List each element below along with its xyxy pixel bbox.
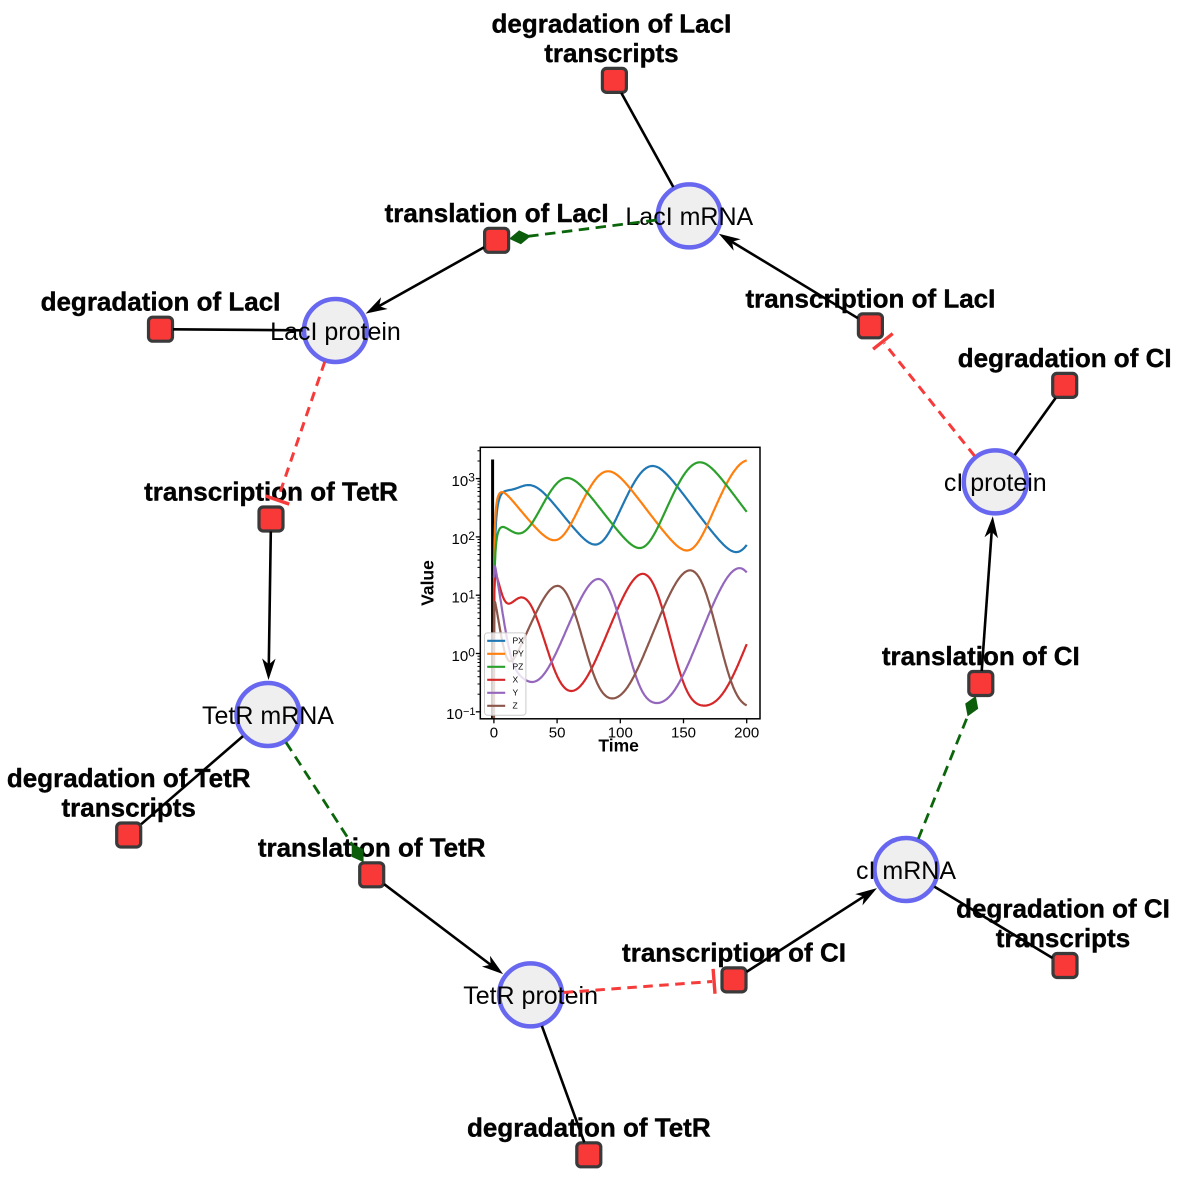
svg-text:Time: Time — [598, 736, 639, 756]
svg-text:X: X — [513, 675, 519, 685]
svg-text:translation of LacI: translation of LacI — [385, 198, 609, 228]
svg-text:degradation of LacI: degradation of LacI — [41, 287, 281, 317]
svg-text:degradation of CI: degradation of CI — [956, 894, 1170, 924]
svg-text:degradation of TetR: degradation of TetR — [7, 763, 251, 793]
svg-text:LacI mRNA: LacI mRNA — [625, 203, 753, 231]
svg-text:degradation of TetR: degradation of TetR — [467, 1112, 711, 1142]
svg-text:cI mRNA: cI mRNA — [856, 857, 956, 885]
svg-text:10: 10 — [452, 648, 469, 665]
svg-text:transcription of CI: transcription of CI — [622, 937, 846, 967]
svg-text:150: 150 — [671, 725, 696, 742]
svg-text:0: 0 — [468, 646, 475, 660]
svg-text:200: 200 — [734, 725, 759, 742]
svg-text:PY: PY — [513, 649, 525, 659]
svg-text:TetR mRNA: TetR mRNA — [202, 702, 334, 730]
svg-text:Y: Y — [513, 688, 519, 698]
svg-text:0: 0 — [490, 725, 498, 742]
svg-text:cI protein: cI protein — [944, 469, 1047, 497]
svg-text:1: 1 — [468, 587, 475, 601]
svg-text:2: 2 — [468, 529, 475, 543]
svg-text:PZ: PZ — [513, 662, 524, 672]
svg-text:−1: −1 — [463, 706, 476, 718]
svg-text:transcripts: transcripts — [996, 923, 1130, 953]
svg-text:PX: PX — [513, 636, 525, 646]
svg-text:transcription of TetR: transcription of TetR — [144, 477, 398, 507]
svg-text:translation of TetR: translation of TetR — [258, 832, 486, 862]
svg-text:degradation of CI: degradation of CI — [958, 343, 1172, 373]
svg-text:10: 10 — [452, 473, 469, 490]
svg-text:3: 3 — [468, 471, 475, 485]
svg-text:Value: Value — [418, 560, 438, 606]
svg-text:Z: Z — [513, 701, 518, 711]
svg-text:transcripts: transcripts — [544, 38, 678, 68]
svg-text:10: 10 — [452, 590, 469, 607]
svg-text:degradation of LacI: degradation of LacI — [491, 8, 731, 38]
svg-text:10: 10 — [452, 531, 469, 548]
svg-text:transcripts: transcripts — [62, 793, 196, 823]
svg-text:50: 50 — [549, 725, 566, 742]
svg-text:LacI protein: LacI protein — [270, 318, 401, 346]
svg-text:10: 10 — [446, 706, 463, 723]
svg-text:transcription of LacI: transcription of LacI — [745, 283, 995, 313]
svg-text:TetR protein: TetR protein — [463, 982, 598, 1010]
svg-text:100: 100 — [608, 725, 633, 742]
